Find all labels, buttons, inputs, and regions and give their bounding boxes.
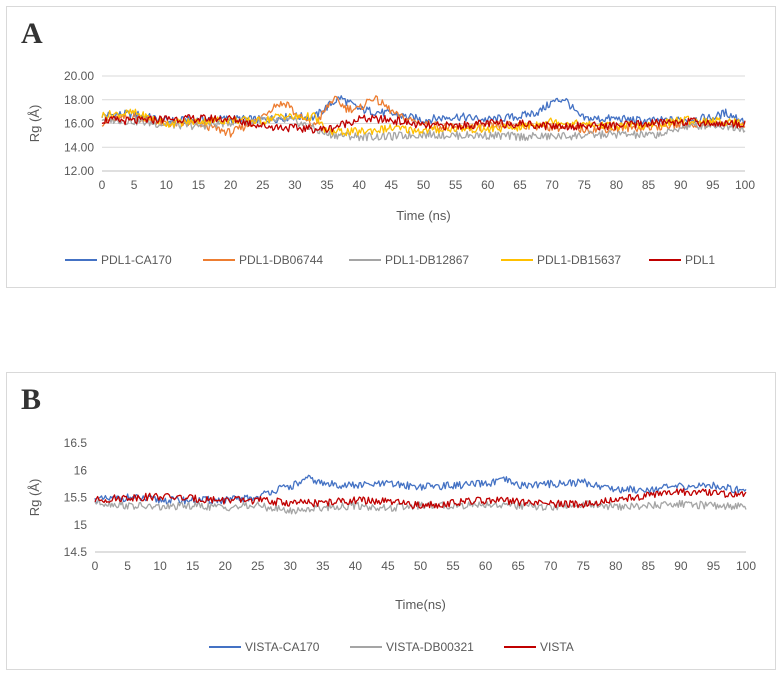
- chart-a-x-tick-label: 70: [545, 178, 559, 192]
- chart-b-series-line-vista-ca170: [94, 474, 747, 505]
- chart-panel-b: B 14.5 15 15.5 16 16.5 0 5 10 15 20 25 30 35 40 45 50 55…: [6, 372, 776, 670]
- chart-b-x-tick-label: 30: [284, 559, 298, 573]
- chart-a-x-tick-label: 20: [224, 178, 238, 192]
- chart-b-y-axis-label: Rg (Å): [27, 479, 42, 517]
- chart-a-x-tick-label: 40: [353, 178, 367, 192]
- chart-b-legend-label: VISTA-CA170: [245, 640, 320, 654]
- chart-a-x-tick-label: 60: [481, 178, 495, 192]
- chart-a-legend-label: PDL1-CA170: [101, 253, 172, 267]
- chart-a-series-line-pdl1-db15637: [101, 108, 746, 137]
- chart-b-x-tick-label: 40: [349, 559, 363, 573]
- chart-a-x-tick-label: 100: [735, 178, 755, 192]
- chart-b-x-tick-label: 85: [642, 559, 656, 573]
- chart-a-x-tick-label: 30: [288, 178, 302, 192]
- chart-a-x-tick-label: 10: [160, 178, 174, 192]
- chart-a-x-tick-label: 80: [610, 178, 624, 192]
- chart-a-x-tick-label: 65: [513, 178, 527, 192]
- chart-a-y-tick-label: 14.00: [64, 140, 94, 154]
- chart-b-x-tick-label: 55: [446, 559, 460, 573]
- chart-b-legend-label: VISTA-DB00321: [386, 640, 474, 654]
- chart-a-y-tick-label: 20.00: [64, 69, 94, 83]
- chart-a-series-line-pdl1: [101, 114, 746, 134]
- chart-b-y-tick-label: 16: [74, 463, 88, 477]
- chart-a-x-tick-label: 45: [385, 178, 399, 192]
- chart-b-x-tick-label: 35: [316, 559, 330, 573]
- chart-b-x-tick-label: 20: [219, 559, 233, 573]
- chart-b-x-tick-label: 70: [544, 559, 558, 573]
- chart-b-x-tick-label: 45: [381, 559, 395, 573]
- panel-label-a: A: [21, 17, 43, 50]
- chart-a-legend-label: PDL1-DB06744: [239, 253, 323, 267]
- panel-label-b: B: [21, 383, 42, 416]
- chart-b-x-tick-label: 10: [153, 559, 167, 573]
- chart-a-y-axis-label: Rg (Å): [27, 105, 42, 143]
- chart-b-y-tick-label: 16.5: [64, 436, 88, 450]
- chart-b-y-tick-label: 15: [74, 518, 88, 532]
- chart-b-x-tick-label: 65: [511, 559, 525, 573]
- chart-b-x-tick-label: 0: [92, 559, 99, 573]
- chart-a-x-tick-label: 35: [320, 178, 334, 192]
- chart-a-y-tick-label: 12.00: [64, 164, 94, 178]
- chart-a-y-tick-label: 18.00: [64, 93, 94, 107]
- chart-b-x-tick-label: 15: [186, 559, 200, 573]
- chart-a-legend-label: PDL1: [685, 253, 715, 267]
- chart-b-x-tick-label: 25: [251, 559, 265, 573]
- chart-a-x-tick-label: 0: [99, 178, 106, 192]
- chart-a-x-tick-label: 95: [706, 178, 720, 192]
- chart-a-x-tick-label: 75: [578, 178, 592, 192]
- chart-b-x-tick-label: 80: [609, 559, 623, 573]
- chart-a-legend-label: PDL1-DB15637: [537, 253, 621, 267]
- chart-a-svg: 12.00 14.00 16.00 18.00 20.00 0 5 10 15 20 25 30 35 4…: [27, 69, 755, 267]
- chart-b-series-line-vista-db00321: [94, 497, 747, 515]
- chart-b-x-tick-label: 60: [479, 559, 493, 573]
- chart-a-x-tick-label: 50: [417, 178, 431, 192]
- chart-a-x-tick-label: 15: [192, 178, 206, 192]
- chart-a-x-tick-label: 85: [642, 178, 656, 192]
- chart-b-y-tick-label: 14.5: [64, 545, 88, 559]
- chart-b-y-tick-label: 15.5: [64, 491, 88, 505]
- chart-b-series-line-vista: [94, 488, 747, 510]
- chart-b-svg: 14.5 15 15.5 16 16.5 0 5 10 15 20 25 30 35 40 45 50 55 60…: [27, 436, 756, 654]
- chart-b-x-tick-label: 5: [124, 559, 131, 573]
- chart-a-x-tick-label: 25: [256, 178, 270, 192]
- chart-a-series-line-pdl1-db12867: [101, 115, 746, 142]
- chart-panel-a: A 12.00 14.00 16.00 18.00 20.00 0 5 10 15 20 25 30 3…: [6, 6, 776, 288]
- chart-a-x-tick-label: 90: [674, 178, 688, 192]
- chart-a-y-tick-label: 16.00: [64, 117, 94, 131]
- chart-a-legend-label: PDL1-DB12867: [385, 253, 469, 267]
- chart-a-x-tick-label: 5: [131, 178, 138, 192]
- chart-a-x-axis-label: Time (ns): [396, 208, 450, 223]
- chart-b-x-tick-label: 95: [707, 559, 721, 573]
- chart-b-legend-label: VISTA: [540, 640, 574, 654]
- chart-a-x-tick-label: 55: [449, 178, 463, 192]
- chart-b-x-tick-label: 75: [577, 559, 591, 573]
- chart-b-x-tick-label: 90: [674, 559, 688, 573]
- chart-b-x-axis-label: Time(ns): [395, 597, 446, 612]
- chart-b-x-tick-label: 100: [736, 559, 756, 573]
- chart-b-x-tick-label: 50: [414, 559, 428, 573]
